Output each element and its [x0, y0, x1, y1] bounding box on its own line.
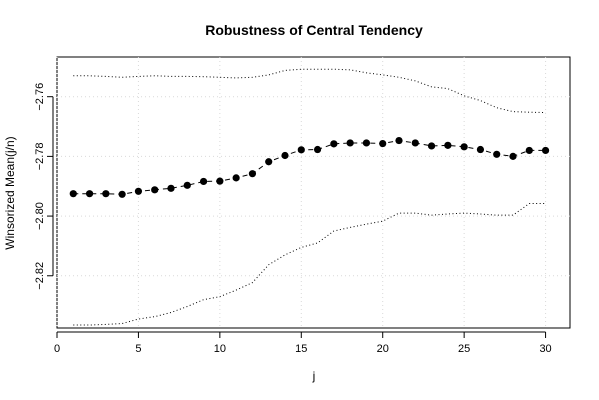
data-point [330, 140, 338, 148]
data-point [509, 152, 517, 160]
data-point [85, 190, 94, 198]
y-tick-label: −2.76 [34, 83, 46, 111]
data-point [232, 174, 240, 182]
data-point [493, 150, 501, 158]
data-point [525, 146, 533, 155]
series-line-dotted-upper [73, 68, 546, 114]
data-point [102, 190, 110, 198]
data-point [395, 136, 403, 145]
data-point [151, 186, 159, 194]
x-tick-label: 20 [377, 343, 389, 355]
data-point [541, 146, 550, 155]
y-tick-label: −2.82 [34, 262, 46, 290]
y-tick-label: −2.80 [34, 202, 46, 230]
data-point [118, 190, 126, 198]
axes: 0 5 10 15 20 25 30 −2.76 −2.78 −2.80 −2.82 [34, 83, 552, 355]
data-point [183, 181, 191, 189]
data-point [379, 139, 387, 148]
x-tick-label: 25 [458, 343, 470, 355]
x-tick-label: 15 [295, 343, 307, 355]
data-point [281, 151, 289, 160]
data-point [460, 143, 468, 151]
x-tick-label: 10 [214, 343, 226, 355]
data-point [297, 146, 305, 154]
x-tick-label: 5 [135, 343, 141, 355]
x-tick-label: 0 [54, 343, 60, 355]
data-point [265, 158, 273, 166]
data-point [199, 177, 208, 186]
grid [56, 57, 570, 328]
data-point [346, 139, 354, 147]
data-point [167, 184, 175, 192]
data-point [362, 139, 371, 147]
data-point [476, 145, 485, 154]
data-point [248, 170, 257, 178]
data-point [69, 190, 77, 198]
y-axis-label: Winsorized Mean(j/n) [3, 136, 17, 249]
data-point [313, 145, 322, 154]
chart-title: Robustness of Central Tendency [205, 22, 423, 38]
plot-area-border [56, 56, 571, 329]
data-point [444, 141, 452, 149]
series-line-winsorized-mean [73, 140, 546, 195]
x-tick-label: 30 [539, 343, 551, 355]
data-point [134, 187, 143, 195]
series [69, 68, 550, 326]
series-line-dotted-lower [73, 203, 546, 326]
data-point [427, 142, 436, 150]
y-tick-label: −2.78 [34, 142, 46, 170]
data-point [411, 139, 419, 147]
x-axis-label: j [312, 369, 316, 383]
data-point [216, 177, 224, 185]
